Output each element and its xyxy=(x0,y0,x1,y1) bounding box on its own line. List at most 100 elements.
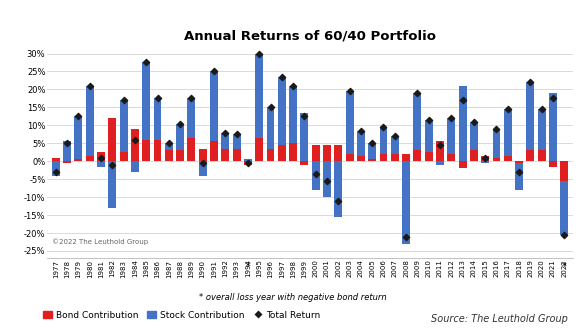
Point xyxy=(322,178,332,184)
Bar xyxy=(436,141,444,161)
Bar xyxy=(346,154,353,161)
Point xyxy=(424,117,433,122)
Bar xyxy=(323,145,331,161)
Text: Source: The Leuthold Group: Source: The Leuthold Group xyxy=(431,314,567,324)
Bar xyxy=(526,151,534,161)
Point xyxy=(390,133,400,139)
Point xyxy=(458,98,467,103)
Bar xyxy=(402,154,410,161)
Bar xyxy=(97,152,105,161)
Bar xyxy=(481,161,489,163)
Bar xyxy=(425,152,433,161)
Point xyxy=(345,89,355,94)
Bar xyxy=(108,161,116,208)
Legend: Bond Contribution, Stock Contribution, Total Return: Bond Contribution, Stock Contribution, T… xyxy=(40,307,324,323)
Bar xyxy=(74,160,82,161)
Point xyxy=(85,83,94,88)
Bar xyxy=(312,145,319,161)
Point xyxy=(51,169,60,175)
Bar xyxy=(120,100,128,152)
Point xyxy=(63,141,72,146)
Point xyxy=(311,171,321,176)
Bar xyxy=(52,161,60,176)
Point xyxy=(209,69,219,74)
Bar xyxy=(391,154,399,161)
Bar xyxy=(368,143,376,160)
Bar xyxy=(549,161,557,166)
Point xyxy=(254,51,264,56)
Bar xyxy=(538,151,546,161)
Bar xyxy=(289,143,297,161)
Bar xyxy=(301,161,308,165)
Point xyxy=(187,96,196,101)
Point xyxy=(108,162,117,167)
Bar xyxy=(199,149,207,161)
Bar xyxy=(187,138,195,161)
Point xyxy=(503,107,512,112)
Point xyxy=(560,232,569,237)
Point xyxy=(548,96,558,101)
Bar xyxy=(504,109,512,156)
Point xyxy=(277,74,287,79)
Bar xyxy=(459,161,466,168)
Bar xyxy=(244,161,252,165)
Point xyxy=(74,114,83,119)
Bar xyxy=(176,123,184,151)
Bar xyxy=(63,161,71,163)
Point xyxy=(379,124,388,130)
Bar xyxy=(560,161,568,181)
Bar xyxy=(142,63,150,140)
Bar xyxy=(301,113,308,161)
Bar xyxy=(504,156,512,161)
Point xyxy=(142,60,151,65)
Bar xyxy=(233,149,240,161)
Bar xyxy=(448,154,455,161)
Bar xyxy=(255,138,263,161)
Bar xyxy=(199,161,207,176)
Bar xyxy=(560,181,568,235)
Bar xyxy=(312,161,319,190)
Bar xyxy=(515,161,523,163)
Bar xyxy=(289,86,297,143)
Bar xyxy=(86,86,94,156)
Bar xyxy=(436,161,444,165)
Point xyxy=(130,137,140,142)
Bar xyxy=(221,132,229,149)
Point xyxy=(119,98,128,103)
Bar xyxy=(176,151,184,161)
Point xyxy=(300,114,309,119)
Bar xyxy=(97,161,105,166)
Bar xyxy=(391,136,399,154)
Point xyxy=(333,198,343,203)
Bar xyxy=(221,149,229,161)
Bar xyxy=(244,160,252,161)
Bar xyxy=(255,54,263,138)
Bar xyxy=(131,161,139,172)
Bar xyxy=(52,158,60,161)
Point xyxy=(164,141,174,146)
Bar xyxy=(346,91,353,154)
Bar xyxy=(86,156,94,161)
Bar xyxy=(63,141,71,161)
Point xyxy=(266,105,275,110)
Bar xyxy=(402,161,410,244)
Bar xyxy=(154,98,161,140)
Text: * overall loss year with negative bond return: * overall loss year with negative bond r… xyxy=(199,293,386,302)
Bar xyxy=(278,145,285,161)
Point xyxy=(367,141,377,146)
Point xyxy=(97,155,106,160)
Bar xyxy=(538,109,546,151)
Text: ©2022 The Leuthold Group: ©2022 The Leuthold Group xyxy=(52,239,148,246)
Title: Annual Returns of 60/40 Portfolio: Annual Returns of 60/40 Portfolio xyxy=(184,29,436,42)
Bar xyxy=(380,154,387,161)
Bar xyxy=(187,98,195,138)
Bar xyxy=(357,131,365,156)
Bar xyxy=(165,151,173,161)
Point xyxy=(288,83,298,88)
Bar xyxy=(380,127,387,154)
Bar xyxy=(323,161,331,197)
Point xyxy=(243,161,253,166)
Bar xyxy=(515,163,523,190)
Bar xyxy=(267,149,274,161)
Point xyxy=(526,79,535,85)
